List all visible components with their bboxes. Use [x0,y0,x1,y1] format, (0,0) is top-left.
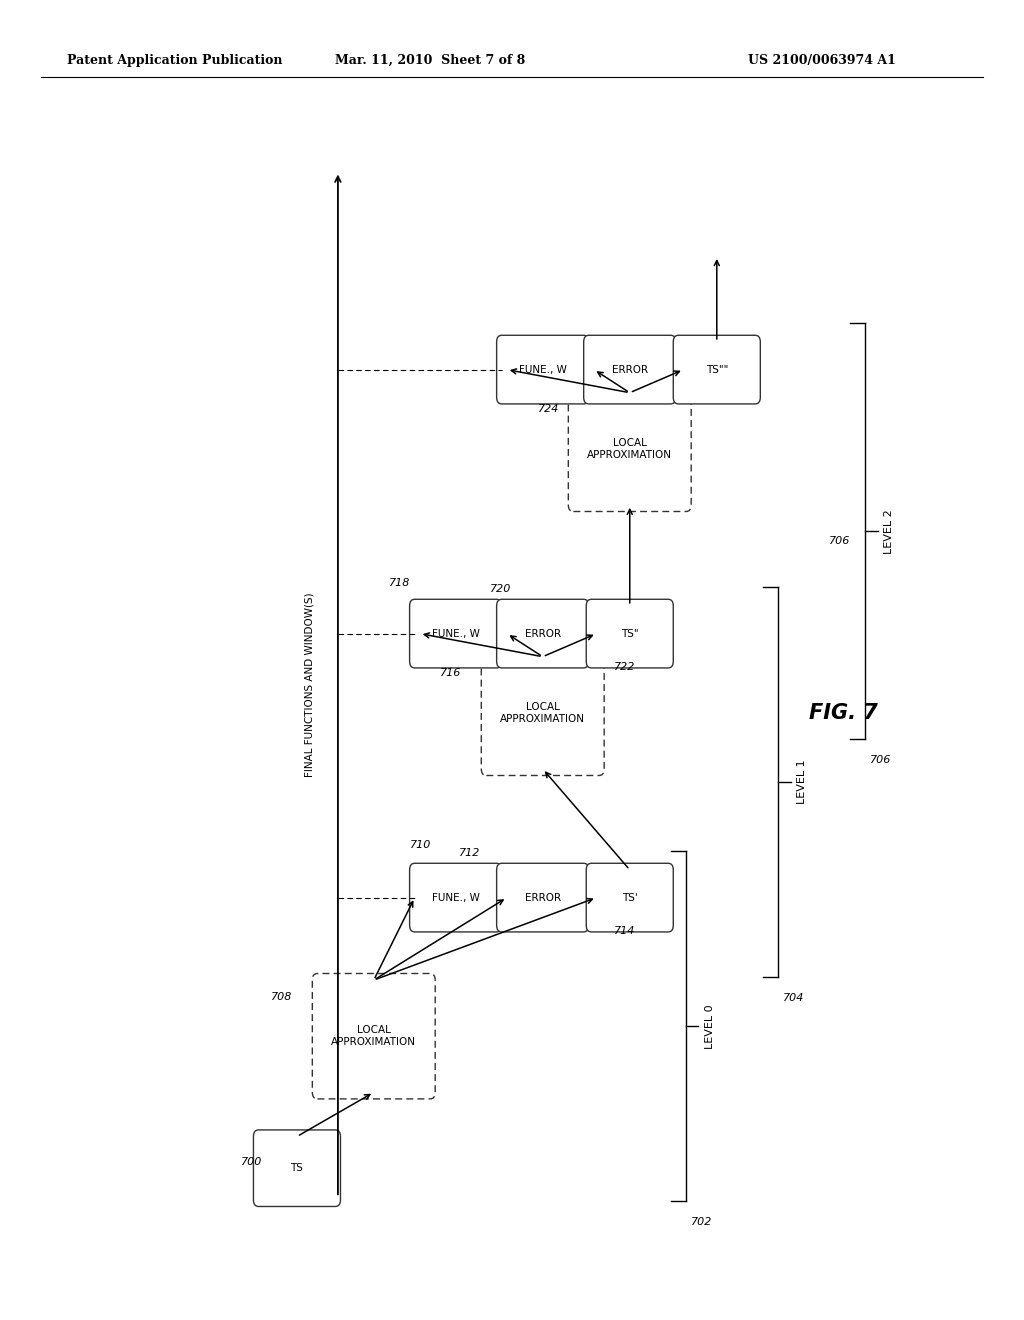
Text: LOCAL
APPROXIMATION: LOCAL APPROXIMATION [331,1026,417,1047]
Text: TS"": TS"" [706,364,728,375]
Text: 706: 706 [829,536,851,546]
FancyBboxPatch shape [586,599,674,668]
Text: TS: TS [291,1163,303,1173]
Text: 718: 718 [389,578,411,589]
FancyBboxPatch shape [497,863,589,932]
FancyBboxPatch shape [674,335,760,404]
Text: TS': TS' [622,892,638,903]
FancyBboxPatch shape [497,599,589,668]
FancyBboxPatch shape [410,599,502,668]
Text: LEVEL 1: LEVEL 1 [797,760,807,804]
Text: 700: 700 [241,1156,262,1167]
Text: LEVEL 2: LEVEL 2 [884,510,894,553]
Text: TS": TS" [621,628,639,639]
FancyBboxPatch shape [254,1130,340,1206]
Text: ERROR: ERROR [524,892,561,903]
FancyBboxPatch shape [312,974,435,1098]
Text: US 2100/0063974 A1: US 2100/0063974 A1 [748,54,895,67]
FancyBboxPatch shape [584,335,676,404]
Text: 714: 714 [614,925,636,936]
Text: LOCAL
APPROXIMATION: LOCAL APPROXIMATION [587,438,673,459]
FancyBboxPatch shape [568,385,691,511]
Text: 706: 706 [870,755,892,766]
Text: 704: 704 [783,993,805,1003]
Text: FUNE., W: FUNE., W [432,628,479,639]
Text: FUNE., W: FUNE., W [432,892,479,903]
Text: 702: 702 [691,1217,713,1228]
Text: 712: 712 [459,847,480,858]
Text: ERROR: ERROR [611,364,648,375]
FancyBboxPatch shape [497,335,589,404]
Text: Patent Application Publication: Patent Application Publication [67,54,282,67]
Text: FINAL FUNCTIONS AND WINDOW(S): FINAL FUNCTIONS AND WINDOW(S) [304,593,314,776]
Text: Mar. 11, 2010  Sheet 7 of 8: Mar. 11, 2010 Sheet 7 of 8 [335,54,525,67]
Text: 708: 708 [271,991,293,1002]
Text: LEVEL 0: LEVEL 0 [705,1005,715,1048]
Text: 722: 722 [614,661,636,672]
FancyBboxPatch shape [586,863,674,932]
FancyBboxPatch shape [410,863,502,932]
Text: FIG. 7: FIG. 7 [809,702,878,723]
Text: 720: 720 [489,583,511,594]
Text: ERROR: ERROR [524,628,561,639]
Text: FUNE., W: FUNE., W [519,364,566,375]
Text: 724: 724 [538,404,559,414]
Text: 710: 710 [410,840,431,850]
Text: LOCAL
APPROXIMATION: LOCAL APPROXIMATION [500,702,586,723]
Text: 716: 716 [440,668,462,678]
FancyBboxPatch shape [481,649,604,776]
